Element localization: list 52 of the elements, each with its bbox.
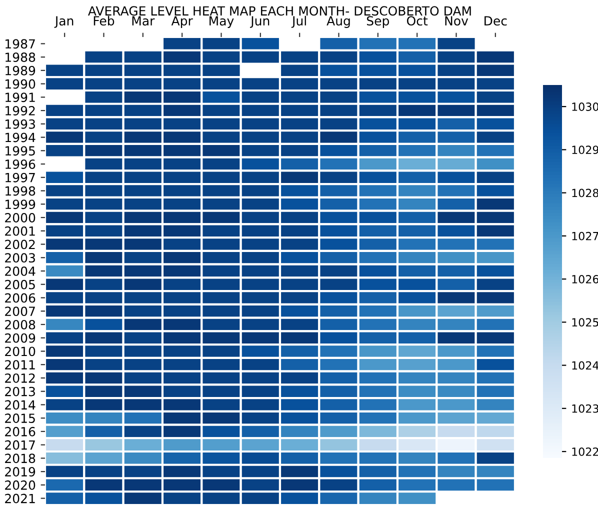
y-tick-label: 1989 — [6, 66, 36, 76]
y-tick-label: 2003 — [5, 253, 35, 263]
x-tick-label: Jan — [54, 16, 74, 28]
y-tick-label: 2015 — [5, 414, 35, 424]
y-tick-label: 1990 — [6, 79, 36, 89]
y-tick-label: 2017 — [5, 440, 35, 450]
y-tick-label: 2010 — [5, 346, 36, 356]
y-tick-label: 2008 — [5, 320, 36, 330]
y-tick-label: 2012 — [5, 373, 35, 383]
x-tick-label: Mar — [132, 16, 155, 26]
color-bar-label: 1025 — [572, 318, 598, 327]
x-tick-label: Aug — [326, 16, 350, 28]
x-tick-label: Nov — [445, 16, 468, 26]
y-tick-label: 1988 — [6, 52, 36, 62]
color-bar-label: 1022 — [572, 448, 598, 456]
y-tick-label: 2020 — [5, 480, 36, 490]
x-tick-label: May — [210, 16, 234, 28]
color-bar-label: 1027 — [572, 232, 598, 240]
y-tick-label: 1992 — [6, 106, 35, 116]
y-tick-label: 2016 — [5, 426, 36, 436]
y-tick-label: 2009 — [5, 333, 36, 343]
y-tick-label: 2004 — [5, 266, 36, 276]
x-tick-label: Jul — [291, 16, 306, 28]
y-tick-label: 1987 — [6, 39, 35, 49]
y-tick-label: 1998 — [6, 186, 36, 196]
y-tick-label: 2000 — [5, 212, 36, 222]
y-tick-label: 1997 — [6, 172, 35, 182]
y-tick-label: 2006 — [5, 293, 36, 303]
y-tick-label: 2011 — [5, 360, 35, 370]
y-tick-label: 2014 — [5, 400, 36, 410]
y-tick-label: 1999 — [6, 200, 36, 210]
y-tick-label: 2001 — [5, 226, 35, 236]
y-tick-label: 2021 — [5, 494, 35, 504]
y-tick-label: 1995 — [6, 146, 35, 156]
y-tick-label: 1991 — [6, 92, 35, 102]
y-tick-label: 1996 — [6, 160, 36, 169]
y-tick-label: 1994 — [6, 132, 36, 142]
y-tick-label: 2007 — [5, 306, 35, 316]
x-tick-label: Feb — [94, 16, 114, 26]
y-tick-label: 2013 — [5, 386, 35, 396]
x-tick-label: Sep — [366, 16, 390, 28]
x-tick-label: Jun — [250, 16, 270, 28]
y-tick-label: 2002 — [5, 240, 35, 250]
x-tick-label: Dec — [484, 16, 507, 26]
y-tick-label: 2005 — [5, 280, 35, 290]
chart-title: AVERAGE LEVEL HEAT MAP EACH MONTH- DESCOBERTO DAM — [88, 6, 471, 16]
y-tick-label: 2018 — [5, 454, 36, 464]
y-tick-label: 1993 — [6, 119, 35, 129]
x-tick-label: Oct — [406, 16, 428, 26]
x-tick-label: Apr — [171, 16, 193, 28]
y-tick-label: 2019 — [5, 467, 36, 476]
color-bar-label: 1023 — [572, 404, 598, 413]
